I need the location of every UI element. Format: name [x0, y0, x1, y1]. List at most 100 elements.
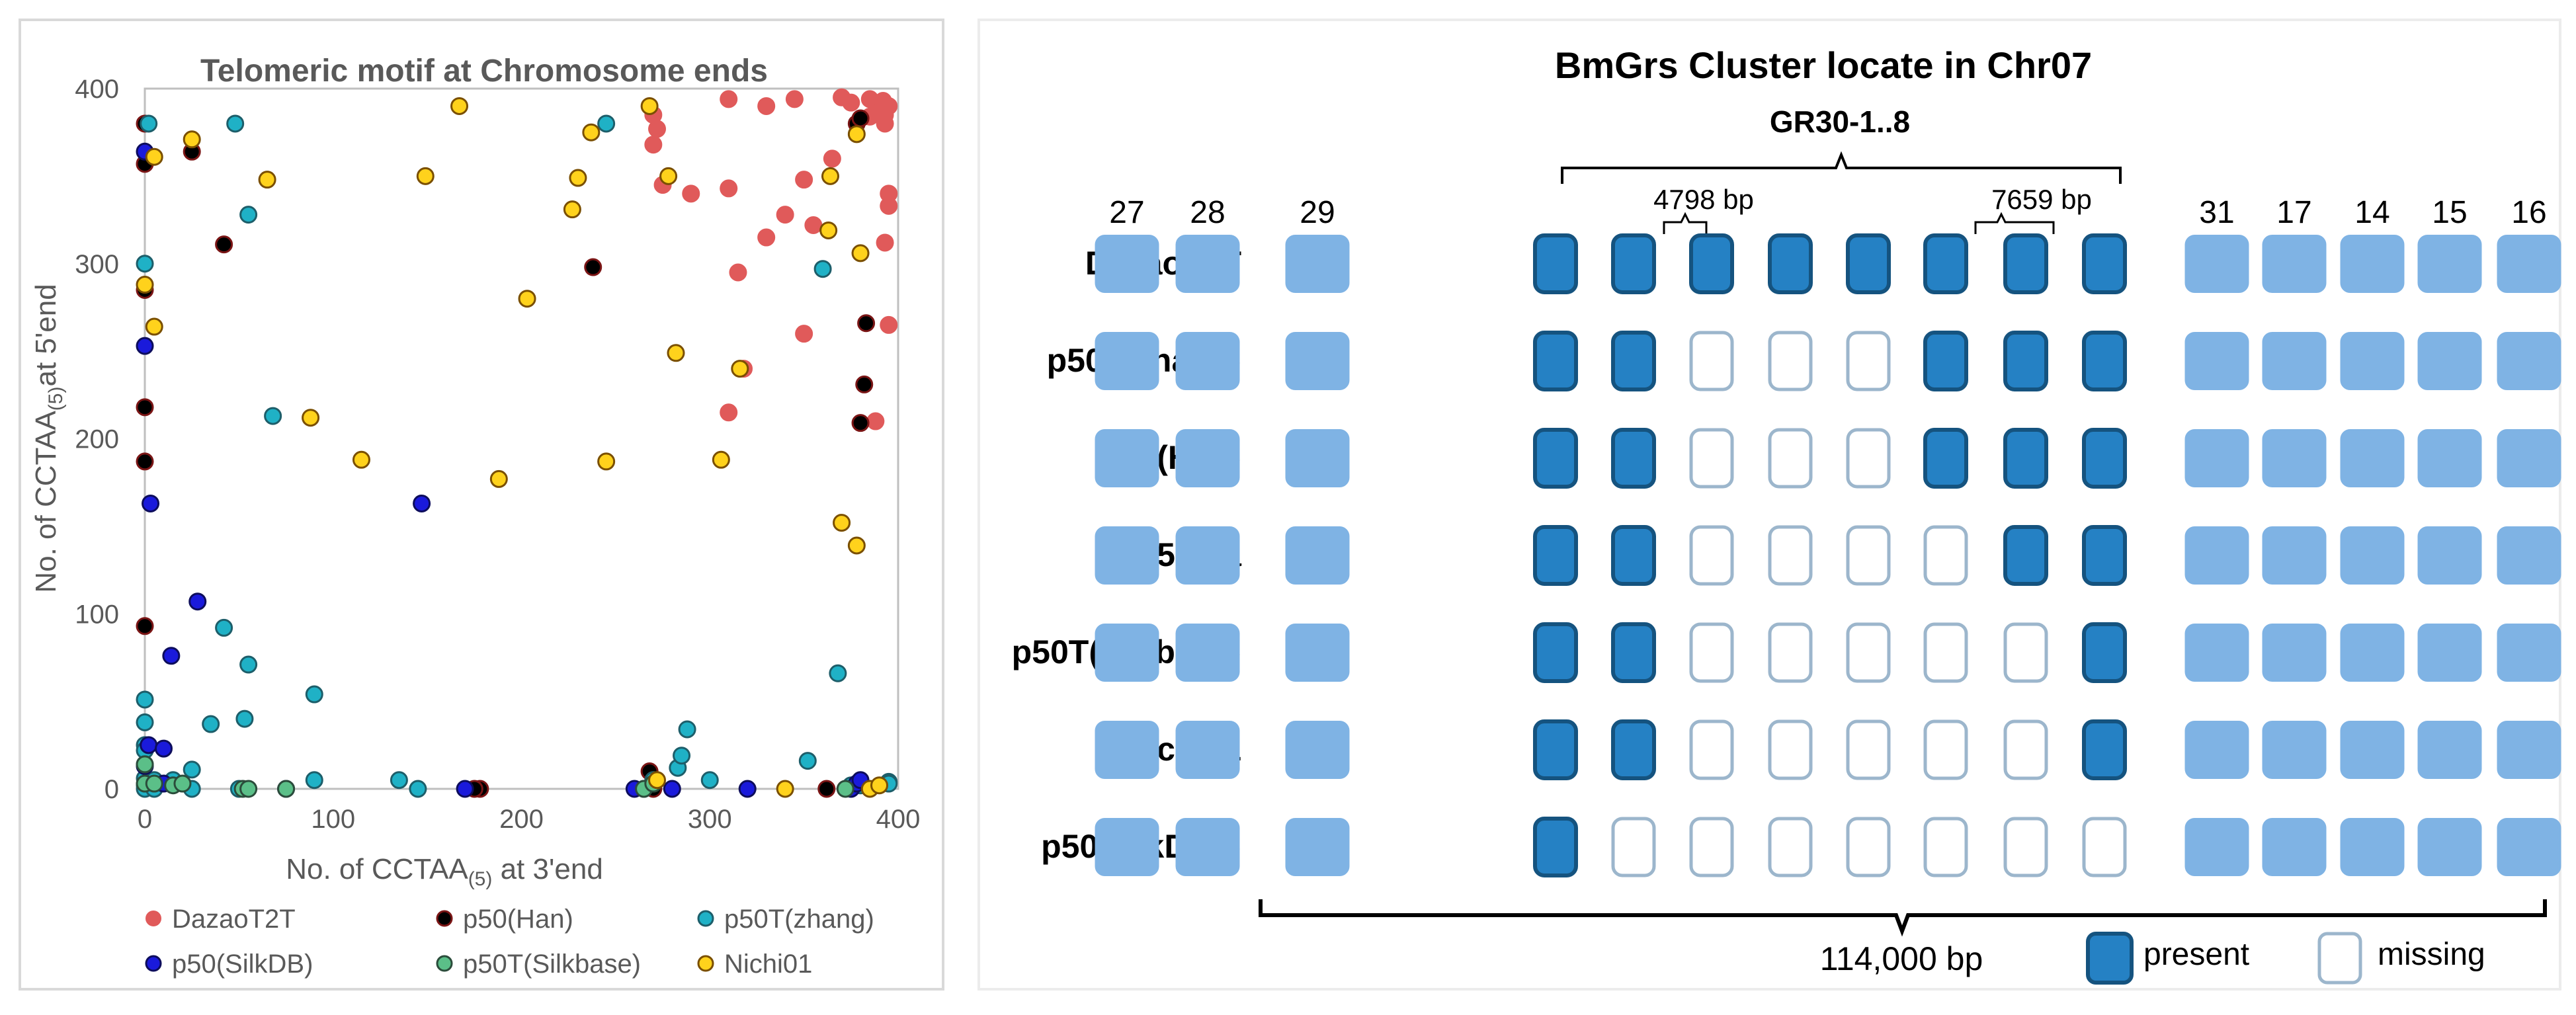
gene-box-present: [1611, 331, 1656, 391]
gene-box-flank: [1095, 429, 1159, 487]
gene-label: 31: [2199, 195, 2234, 230]
data-point: [813, 260, 832, 278]
gene-box-flank: [2184, 429, 2249, 487]
gene-box-present: [1611, 233, 1656, 294]
legend-label: DazaoT2T: [172, 905, 296, 934]
data-point: [416, 167, 435, 185]
data-point: [829, 664, 847, 682]
gene-box-flank: [2262, 429, 2327, 487]
gene-label: 17: [2276, 195, 2311, 230]
data-point: [154, 739, 173, 758]
gene-box-present: [1533, 525, 1578, 586]
gene-box-flank: [2262, 624, 2327, 682]
legend-present-box: [2086, 932, 2134, 985]
gene-box-present: [1533, 719, 1578, 780]
gene-box-missing: [1768, 622, 1813, 683]
data-point: [712, 450, 730, 469]
data-point: [518, 290, 536, 308]
legend-missing-label: missing: [2378, 937, 2485, 972]
series-DazaoT2T: [644, 88, 898, 430]
gene-box-missing: [1689, 331, 1734, 391]
data-point: [795, 325, 813, 343]
data-point: [305, 771, 323, 790]
gene-box-flank: [2497, 332, 2561, 390]
gene-box-present: [1611, 428, 1656, 489]
gene-box-flank: [1175, 721, 1240, 779]
data-point: [136, 713, 154, 731]
gap-label-2: 7659 bp: [1991, 184, 2092, 215]
gene-box-flank: [1095, 624, 1159, 682]
legend-marker: [436, 955, 453, 972]
gene-box-missing: [1923, 622, 1968, 683]
strain-row: p50T(silkbase): [1012, 622, 2561, 683]
y-axis-label: No. of CCTAA(5)at 5'end: [30, 284, 67, 592]
legend-marker: [145, 955, 162, 972]
strain-row: p50ma: [1095, 525, 2561, 586]
gene-box-present: [2082, 719, 2127, 780]
x-tick-label: 0: [138, 805, 152, 834]
data-point: [678, 720, 696, 739]
gene-label: 16: [2511, 195, 2546, 230]
gene-box-flank: [1175, 624, 1240, 682]
data-point: [833, 514, 851, 532]
gene-box-present: [1923, 428, 1968, 489]
gene-box-flank: [2262, 526, 2327, 585]
legend-item: p50(SilkDB): [145, 950, 313, 979]
gap-bracket-2: [1974, 212, 2055, 234]
gene-box-present: [1533, 331, 1578, 391]
chart-title: Telomeric motif at Chromosome ends: [200, 54, 768, 89]
data-point: [173, 774, 192, 793]
gene-box-flank: [2417, 332, 2482, 390]
gene-box-flank: [2262, 235, 2327, 293]
gene-box-flank: [2340, 429, 2405, 487]
gene-box-present: [2082, 622, 2127, 683]
data-point: [352, 450, 370, 469]
gene-box-flank: [1095, 332, 1159, 390]
data-point: [145, 317, 163, 336]
gene-label: 15: [2432, 195, 2467, 230]
data-point: [597, 452, 616, 471]
data-point: [239, 206, 258, 224]
y-tick-label: 0: [104, 775, 119, 804]
legend-marker: [436, 910, 453, 927]
gene-box-flank: [1095, 818, 1159, 876]
gene-box-flank: [2184, 235, 2249, 293]
gene-box-present: [1923, 233, 1968, 294]
data-point: [821, 167, 839, 185]
legend-marker: [145, 911, 161, 926]
gene-box-missing: [1689, 622, 1734, 683]
strain-row: p50(silkDB3): [1041, 817, 2561, 877]
gene-box-flank: [1285, 429, 1350, 487]
gene-box-present: [2003, 525, 2048, 586]
data-point: [648, 771, 667, 790]
group-label: GR30-1..8: [1770, 104, 1910, 139]
data-point: [136, 337, 154, 355]
data-point: [264, 407, 282, 425]
gene-box-flank: [2262, 721, 2327, 779]
gene-box-flank: [1175, 526, 1240, 585]
gene-box-present: [1923, 331, 1968, 391]
data-point: [847, 125, 866, 143]
legend-item: Nichi01: [697, 950, 812, 979]
legend-present-label: present: [2143, 937, 2249, 972]
gene-box-present: [2082, 331, 2127, 391]
gene-box-missing: [1768, 719, 1813, 780]
legend-label: p50T(zhang): [724, 905, 874, 934]
data-point: [239, 655, 258, 674]
data-point: [847, 536, 866, 555]
data-point: [456, 780, 474, 798]
data-point: [226, 114, 245, 133]
gene-label: 28: [1190, 195, 1225, 230]
legend-label: p50(Han): [463, 905, 573, 934]
data-point: [673, 747, 691, 765]
gene-box-missing: [1923, 719, 1968, 780]
data-point: [776, 206, 794, 224]
gene-box-flank: [2340, 235, 2405, 293]
gene-box-missing: [1689, 719, 1734, 780]
gene-box-flank: [2497, 429, 2561, 487]
y-tick-label: 300: [75, 250, 119, 279]
data-point: [720, 403, 738, 422]
data-point: [450, 97, 469, 115]
data-point: [729, 263, 747, 282]
data-point: [804, 216, 823, 235]
